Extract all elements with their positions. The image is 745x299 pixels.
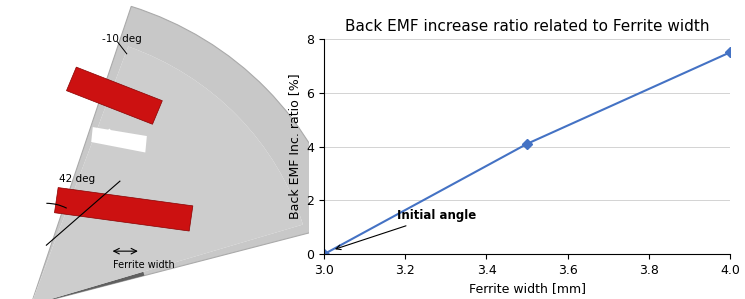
Polygon shape [54, 187, 193, 231]
Polygon shape [95, 129, 121, 147]
Wedge shape [31, 6, 344, 299]
Text: Initial angle: Initial angle [336, 209, 476, 250]
Title: Back EMF increase ratio related to Ferrite width: Back EMF increase ratio related to Ferri… [345, 19, 709, 33]
Wedge shape [31, 212, 145, 299]
Text: -10 deg: -10 deg [102, 34, 142, 44]
Y-axis label: Back EMF Inc. ratio [%]: Back EMF Inc. ratio [%] [288, 74, 301, 219]
Wedge shape [31, 46, 303, 299]
Text: 42 deg: 42 deg [59, 174, 95, 184]
Polygon shape [66, 67, 162, 124]
X-axis label: Ferrite width [mm]: Ferrite width [mm] [469, 283, 586, 295]
Text: Ferrite width: Ferrite width [112, 260, 174, 270]
Polygon shape [91, 127, 147, 152]
Wedge shape [31, 46, 303, 299]
